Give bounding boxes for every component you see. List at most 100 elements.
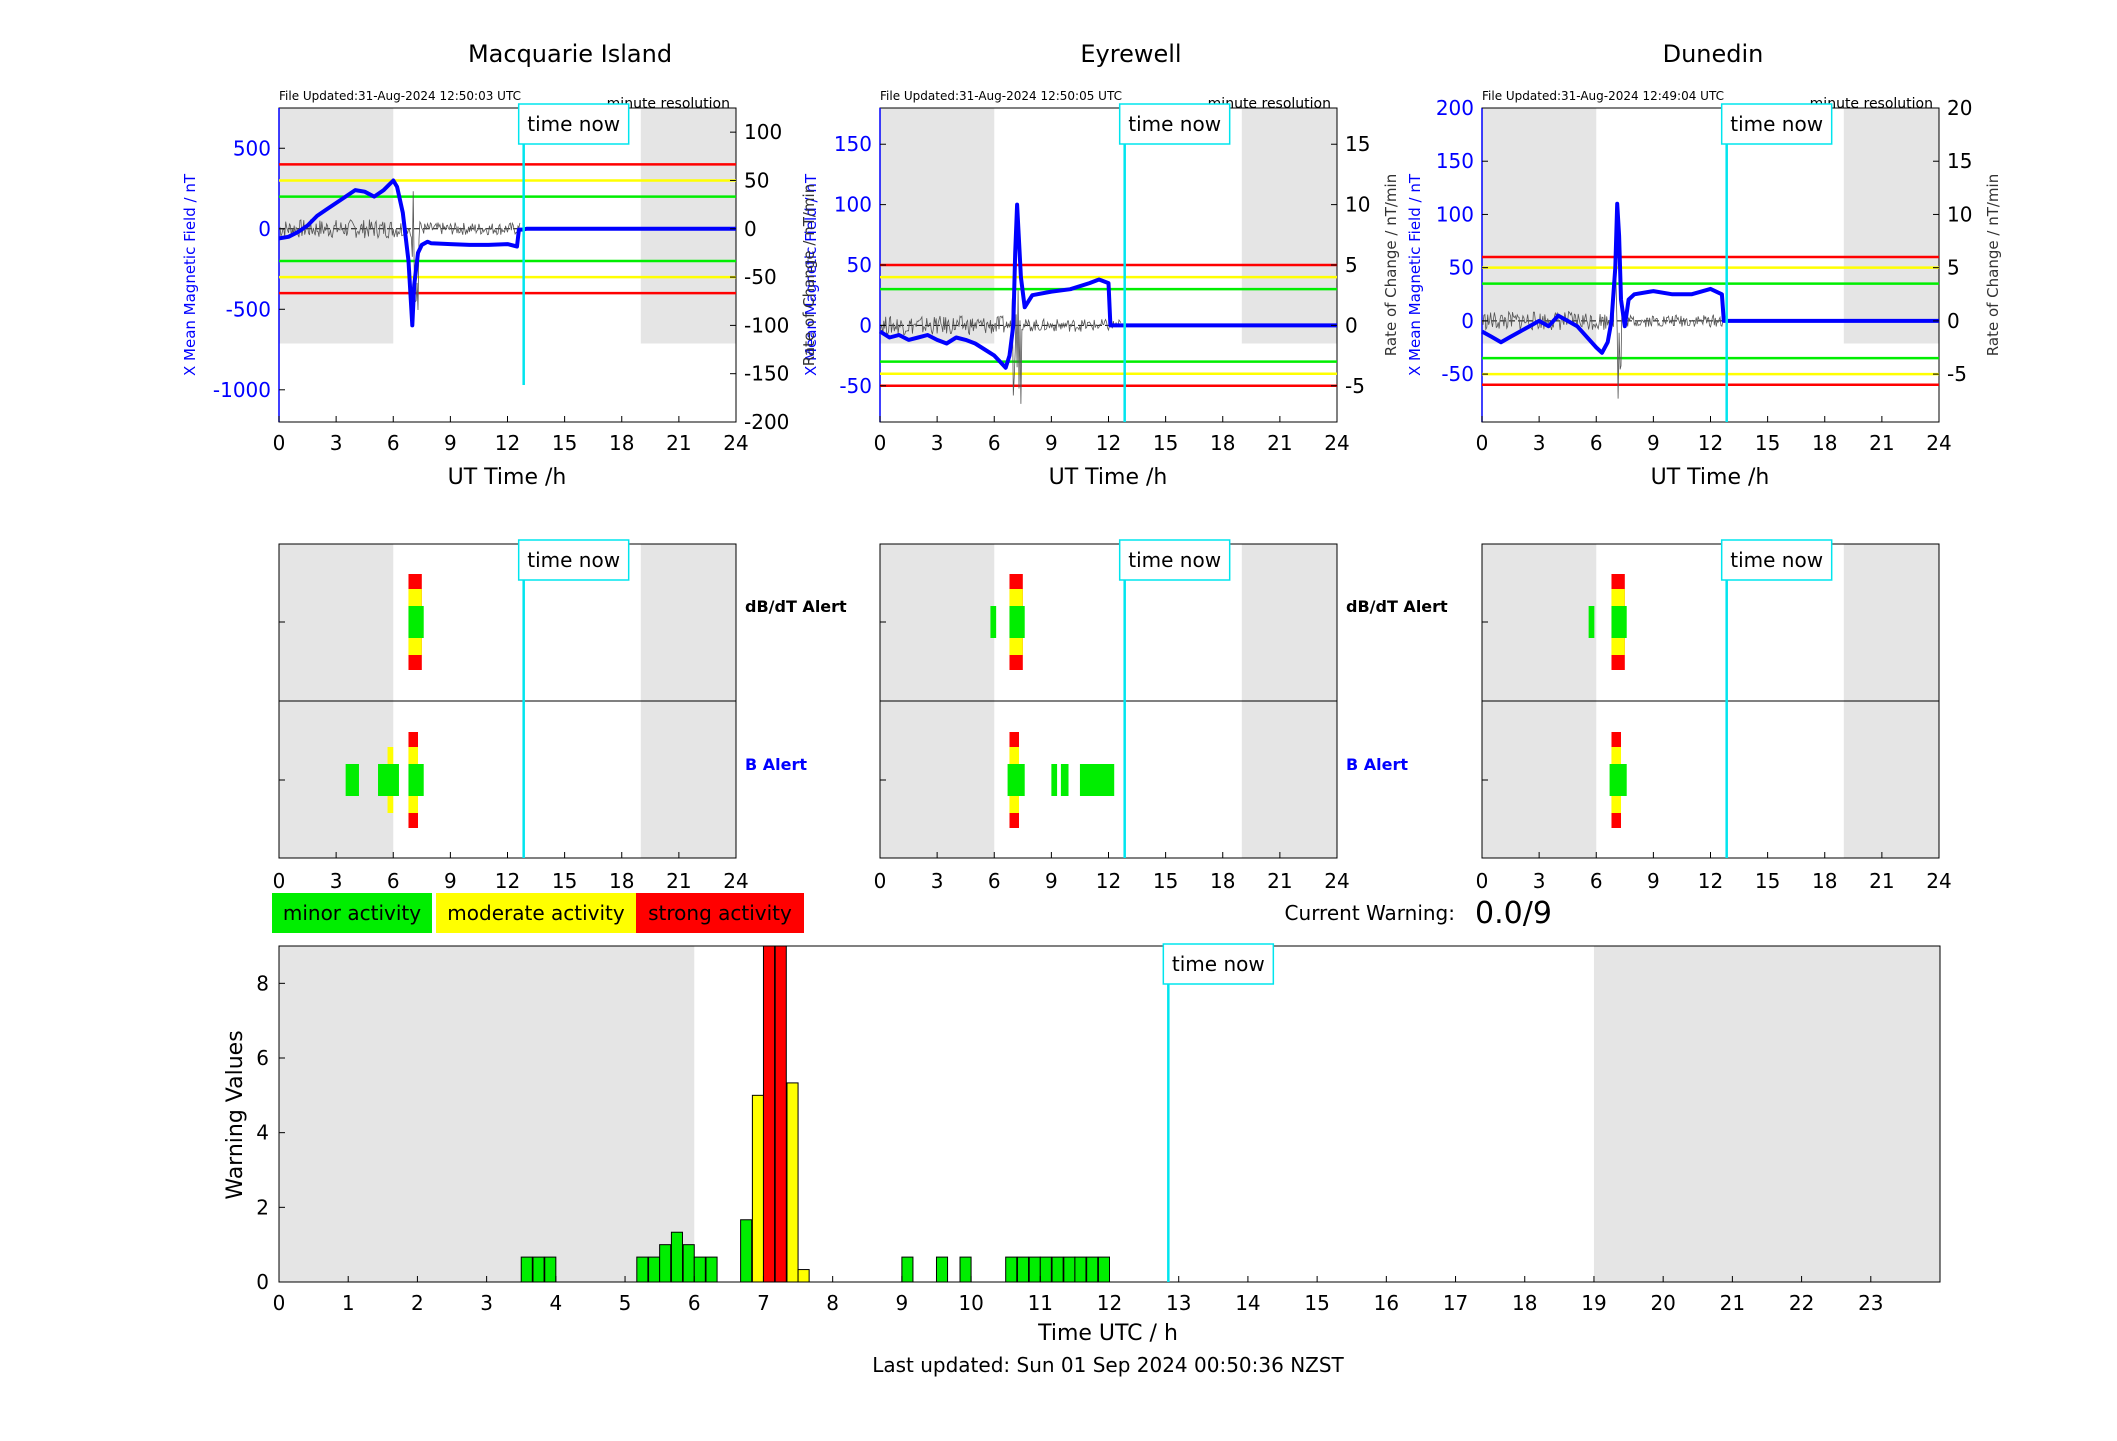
eyrewell-alert-x-tick-label-3: 9 <box>1045 869 1058 893</box>
dunedin-time-now-top-box <box>1720 103 1833 145</box>
warning-bar-24 <box>1063 1256 1076 1283</box>
eyrewell-x-tick-label-2: 6 <box>988 431 1001 455</box>
dunedin-shade-1 <box>1843 108 1939 344</box>
macquarie-left-tick-label-1: 0 <box>258 217 271 241</box>
eyrewell-alert-x-tick-label-1: 3 <box>931 869 944 893</box>
eyrewell-alert-x-tick-label-7: 21 <box>1267 869 1292 893</box>
legend-strong-swatch <box>636 893 804 933</box>
dunedin-left-tick-label-5: -50 <box>1441 362 1474 386</box>
warning-bar-19 <box>1005 1256 1018 1283</box>
station-title-dunedin: Dunedin <box>1663 40 1764 68</box>
macquarie-right-tick-label-5: -150 <box>744 362 789 386</box>
eyrewell-shade-0 <box>880 108 995 344</box>
macquarie-time-now-top-box <box>517 103 630 145</box>
warning-bar-0 <box>520 1256 533 1283</box>
eyrewell-rate-trace <box>879 290 1122 404</box>
macquarie-x-tick-label-3: 9 <box>444 431 457 455</box>
warning-bar-6 <box>670 1231 683 1283</box>
dunedin-right-tick-label-0: 20 <box>1947 96 1972 120</box>
macquarie-right-tick-label-3: -50 <box>744 265 777 289</box>
warning-time-now-box <box>1162 943 1275 985</box>
eyrewell-dbdt-minor-early <box>990 606 997 638</box>
macquarie-b-minor-2 <box>378 764 399 796</box>
legend-moderate-label: moderate activity <box>447 901 625 925</box>
b-alert-label-1: B Alert <box>745 755 807 774</box>
warning-y-tick-label-4: 8 <box>256 971 269 995</box>
dunedin-field-line <box>1481 201 1939 355</box>
warning-bar-10 <box>740 1219 753 1283</box>
macquarie-left-tick-label-3: -1000 <box>213 378 271 402</box>
dunedin-alert-x-tick-label-2: 6 <box>1590 869 1603 893</box>
eyrewell-alert-x-tick-label-0: 0 <box>874 869 887 893</box>
macquarie-alert-x-tick-label-3: 9 <box>444 869 457 893</box>
ylabel-left-dunedin: X Mean Magnetic Field / nT <box>1406 173 1424 376</box>
dunedin-x-tick-label-0: 0 <box>1476 431 1489 455</box>
dunedin-rate-trace <box>1481 257 1724 399</box>
last-updated: Last updated: Sun 01 Sep 2024 00:50:36 N… <box>872 1353 1344 1377</box>
dunedin-alert-x-tick-label-3: 9 <box>1647 869 1660 893</box>
dunedin-time-now-alert-text: time now <box>1730 548 1823 572</box>
eyrewell-time-now-alert-box <box>1118 539 1231 581</box>
dunedin-x-tick-label-7: 21 <box>1869 431 1894 455</box>
warning-x-tick-label-9: 9 <box>896 1291 909 1315</box>
warning-x-tick-label-21: 21 <box>1720 1291 1745 1315</box>
warning-x-tick-label-7: 7 <box>757 1291 770 1315</box>
eyrewell-left-tick-label-1: 100 <box>834 193 872 217</box>
ylabel-right-eyrewell: Rate of Change / nT/min <box>1382 174 1400 356</box>
dunedin-left-tick-label-2: 100 <box>1436 202 1474 226</box>
dunedin-shade-0 <box>1482 108 1597 344</box>
warning-y-tick-label-3: 6 <box>256 1046 269 1070</box>
dbdt-alert-label-2: dB/dT Alert <box>1346 597 1448 616</box>
warning-bar-22 <box>1039 1256 1052 1283</box>
macquarie-alert-x-tick-label-7: 21 <box>666 869 691 893</box>
macquarie-x-tick-label-7: 21 <box>666 431 691 455</box>
file-updated-dunedin: File Updated:31-Aug-2024 12:49:04 UTC <box>1482 89 1724 103</box>
dunedin-alert-x-tick-label-1: 3 <box>1533 869 1546 893</box>
dunedin-alert-x-tick-label-8: 24 <box>1926 869 1951 893</box>
warning-x-tick-label-23: 23 <box>1858 1291 1883 1315</box>
warning-bar-26 <box>1086 1256 1099 1283</box>
eyrewell-alert-x-tick-label-5: 15 <box>1153 869 1178 893</box>
legend-minor-label: minor activity <box>283 901 421 925</box>
macquarie-time-now-alert-box <box>517 539 630 581</box>
macquarie-dbdt-minor <box>408 606 424 638</box>
dunedin-x-tick-label-1: 3 <box>1533 431 1546 455</box>
warning-bar-14 <box>786 1082 799 1283</box>
macquarie-x-tick-label-6: 18 <box>609 431 634 455</box>
macquarie-shade-1 <box>640 108 736 344</box>
warning-bar-5 <box>659 1244 672 1283</box>
ylabel-left-eyrewell: X Mean Magnetic Field / nT <box>802 173 820 376</box>
chart-marks: time now5000-500-1000100500-50-100-150-2… <box>213 96 1973 1315</box>
dunedin-dbdt-minor <box>1611 606 1627 638</box>
legend-strong-label: strong activity <box>648 901 792 925</box>
eyrewell-x-tick-label-7: 21 <box>1267 431 1292 455</box>
xlabel-eyrewell: UT Time /h <box>1049 465 1168 490</box>
warning-x-tick-label-5: 5 <box>619 1291 632 1315</box>
xlabel-dunedin: UT Time /h <box>1651 465 1770 490</box>
macquarie-alert-x-tick-label-0: 0 <box>273 869 286 893</box>
eyrewell-shade-1 <box>1241 108 1337 344</box>
dunedin-time-now-top-text: time now <box>1730 112 1823 136</box>
macquarie-alert-x-tick-label-2: 6 <box>387 869 400 893</box>
warning-bar-15 <box>797 1269 810 1283</box>
eyrewell-alert-x-tick-label-6: 18 <box>1210 869 1235 893</box>
dunedin-x-tick-label-6: 18 <box>1812 431 1837 455</box>
dunedin-right-tick-label-2: 10 <box>1947 202 1972 226</box>
eyrewell-left-tick-label-0: 150 <box>834 132 872 156</box>
warning-bar-1 <box>532 1256 545 1283</box>
dunedin-alert-x-tick-label-4: 12 <box>1698 869 1723 893</box>
eyrewell-x-tick-label-3: 9 <box>1045 431 1058 455</box>
dunedin-x-tick-label-5: 15 <box>1755 431 1780 455</box>
macquarie-right-tick-label-4: -100 <box>744 313 789 337</box>
dunedin-alert-x-tick-label-7: 21 <box>1869 869 1894 893</box>
eyrewell-x-tick-label-0: 0 <box>874 431 887 455</box>
warning-bar-25 <box>1074 1256 1087 1283</box>
dunedin-x-tick-label-4: 12 <box>1698 431 1723 455</box>
macquarie-b-minor-3 <box>345 764 359 796</box>
eyrewell-alert-x-tick-label-2: 6 <box>988 869 1001 893</box>
macquarie-time-now-top-text: time now <box>527 112 620 136</box>
warning-x-tick-label-20: 20 <box>1650 1291 1675 1315</box>
warning-bar-4 <box>648 1256 661 1283</box>
eyrewell-right-tick-label-0: 15 <box>1345 132 1370 156</box>
